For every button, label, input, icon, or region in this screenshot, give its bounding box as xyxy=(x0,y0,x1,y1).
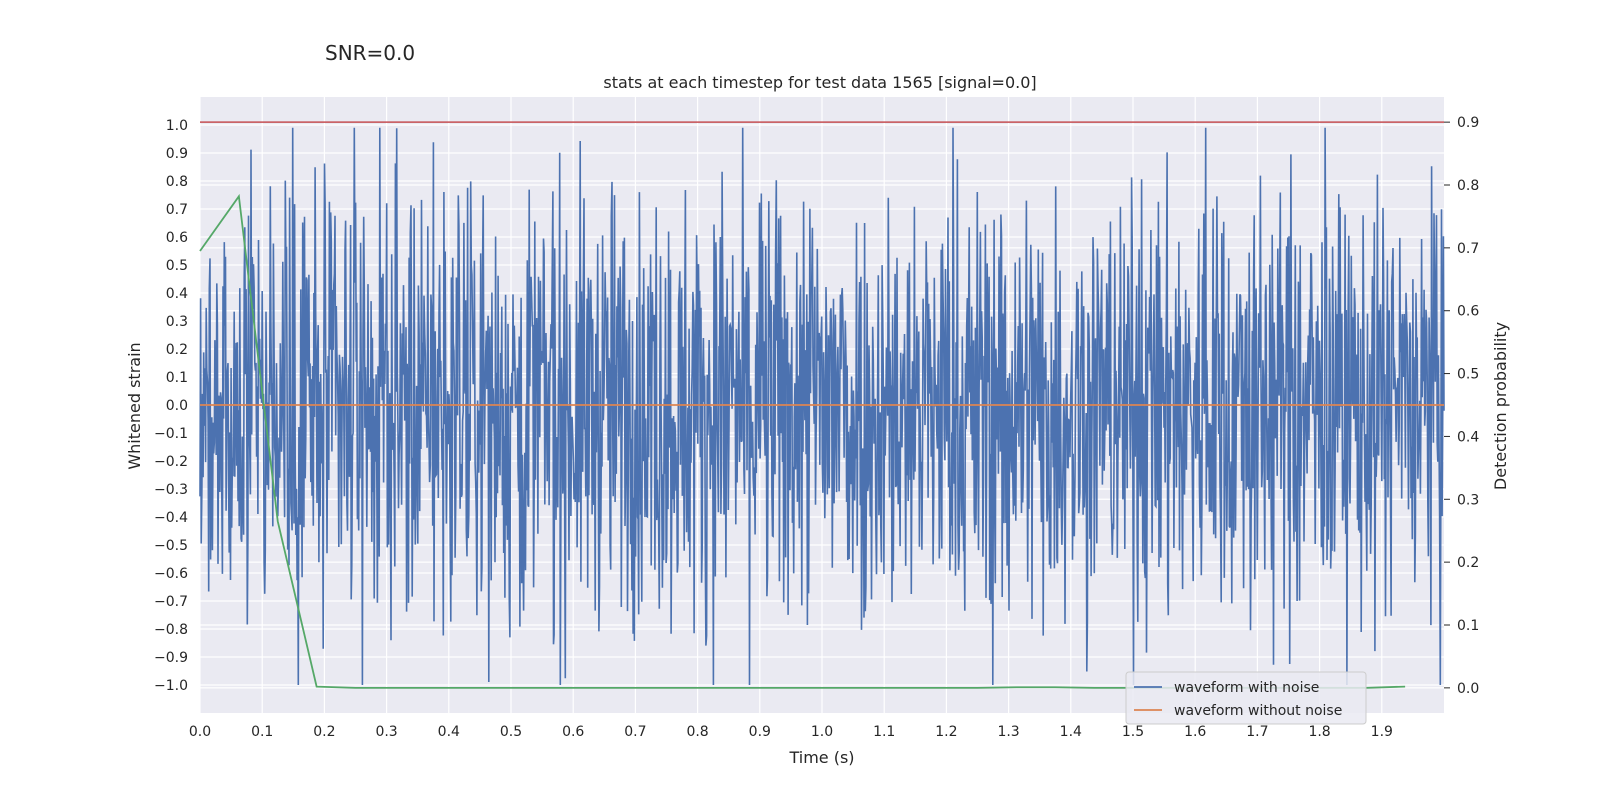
x-tick-label: 0.3 xyxy=(375,724,397,740)
x-tick-label: 1.4 xyxy=(1060,724,1082,740)
y-tick-label: −0.1 xyxy=(154,426,188,442)
x-tick-label: 1.9 xyxy=(1371,724,1393,740)
snr-title: SNR=0.0 xyxy=(325,41,416,65)
x-tick-label: 1.0 xyxy=(811,724,833,740)
legend: waveform with noise waveform without nois… xyxy=(1125,671,1367,725)
y-tick-label: −1.0 xyxy=(154,678,188,694)
y-tick-label: 1.0 xyxy=(166,118,188,134)
y2-tick-label: 0.9 xyxy=(1457,115,1479,131)
y-tick-label: −0.4 xyxy=(154,510,188,526)
x-tick-label: 0.7 xyxy=(624,724,646,740)
y-tick-label: 0.3 xyxy=(166,314,188,330)
y-tick-label: 0.2 xyxy=(166,342,188,358)
y-tick-label: −0.2 xyxy=(154,454,188,470)
y2-tick-label: 0.0 xyxy=(1457,681,1479,697)
y2-tick-label: 0.4 xyxy=(1457,429,1479,445)
y-tick-label: 0.9 xyxy=(166,146,188,162)
x-tick-label: 1.6 xyxy=(1184,724,1206,740)
y2-axis-ticks: 0.9 0.8 0.7 0.6 0.5 0.4 0.3 0.2 0.1 0.0 xyxy=(1444,115,1479,697)
waveform-with-noise-line xyxy=(199,127,1445,686)
y-axis-label: Whitened strain xyxy=(125,342,144,469)
y-tick-label: 0.1 xyxy=(166,370,188,386)
y-tick-label: 0.6 xyxy=(166,230,188,246)
x-tick-label: 0.9 xyxy=(749,724,771,740)
x-tick-label: 1.5 xyxy=(1122,724,1144,740)
y-tick-label: 0.4 xyxy=(166,286,188,302)
y-tick-label: −0.6 xyxy=(154,566,188,582)
y-tick-label: −0.7 xyxy=(154,594,188,610)
x-tick-label: 0.1 xyxy=(251,724,273,740)
y2-tick-label: 0.7 xyxy=(1457,241,1479,257)
x-tick-label: 0.0 xyxy=(189,724,211,740)
y-tick-label: 0.0 xyxy=(166,398,188,414)
y-tick-label: −0.8 xyxy=(154,622,188,638)
y-tick-label: 0.8 xyxy=(166,174,188,190)
x-tick-label: 0.5 xyxy=(500,724,522,740)
y2-tick-label: 0.6 xyxy=(1457,304,1479,320)
series-waveform-with-noise xyxy=(199,127,1445,686)
x-tick-label: 1.2 xyxy=(935,724,957,740)
y2-tick-label: 0.8 xyxy=(1457,178,1479,194)
x-tick-label: 1.7 xyxy=(1246,724,1268,740)
legend-label: waveform without noise xyxy=(1174,703,1342,719)
x-axis-ticks: 0.0 0.1 0.2 0.3 0.4 0.5 0.6 0.7 0.8 0.9 1.0 1.1 1.2 1… xyxy=(189,724,1393,740)
y-tick-label: −0.3 xyxy=(154,482,188,498)
y2-tick-label: 0.1 xyxy=(1457,618,1479,634)
x-tick-label: 1.8 xyxy=(1308,724,1330,740)
y-tick-label: 0.7 xyxy=(166,202,188,218)
x-tick-label: 0.8 xyxy=(686,724,708,740)
x-tick-label: 1.1 xyxy=(873,724,895,740)
y2-tick-label: 0.5 xyxy=(1457,367,1479,383)
x-axis-label: Time (s) xyxy=(788,748,854,767)
y2-tick-label: 0.3 xyxy=(1457,492,1479,508)
chart-title: stats at each timestep for test data 156… xyxy=(603,73,1036,92)
y-tick-label: −0.9 xyxy=(154,650,188,666)
y2-axis-label: Detection probability xyxy=(1491,322,1510,490)
y-tick-label: −0.5 xyxy=(154,538,188,554)
x-tick-label: 1.3 xyxy=(997,724,1019,740)
x-tick-label: 0.4 xyxy=(438,724,460,740)
y2-tick-label: 0.2 xyxy=(1457,555,1479,571)
x-tick-label: 0.2 xyxy=(313,724,335,740)
y-axis-ticks: 1.0 0.9 0.8 0.7 0.6 0.5 0.4 0.3 0.2 0.1 0.0 −0.1 −0.… xyxy=(154,118,188,694)
x-tick-label: 0.6 xyxy=(562,724,584,740)
legend-box xyxy=(1125,671,1367,725)
legend-label: waveform with noise xyxy=(1174,680,1319,696)
y-tick-label: 0.5 xyxy=(166,258,188,274)
